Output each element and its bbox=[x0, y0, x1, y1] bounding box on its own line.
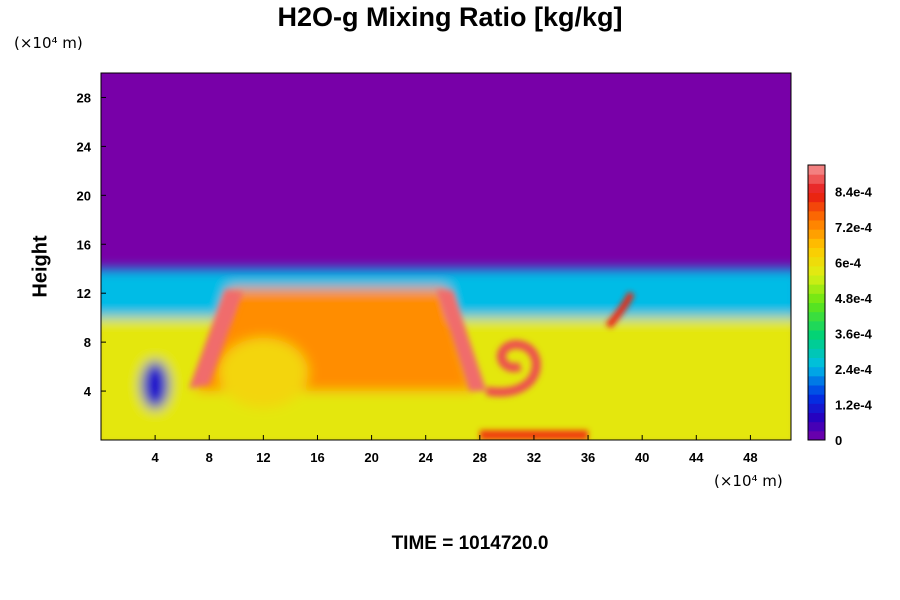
colorbar-band bbox=[808, 385, 825, 395]
colorbar-tick-label: 1.2e-4 bbox=[835, 398, 873, 413]
feature-curl-vortex bbox=[485, 340, 541, 397]
colorbar-band bbox=[808, 320, 825, 331]
feature-right-finger bbox=[605, 291, 635, 329]
y-tick-label: 16 bbox=[77, 237, 91, 252]
colorbar-band bbox=[808, 339, 825, 349]
colorbar-band bbox=[808, 220, 825, 230]
feature-dry-pocket bbox=[141, 360, 170, 409]
x-tick-label: 44 bbox=[689, 450, 704, 465]
y-tick-label: 24 bbox=[77, 139, 92, 154]
colorbar: 0 1.2e-4 2.4e-4 3.6e-4 4.8e-4 6e-4 7.2e-4 8.4e-… bbox=[807, 164, 873, 448]
x-tick-label: 4 bbox=[152, 450, 160, 465]
chart-title: H2O-g Mixing Ratio [kg/kg] bbox=[277, 2, 623, 32]
colorbar-tick-label: 8.4e-4 bbox=[835, 185, 873, 200]
plot-frame bbox=[100, 72, 792, 441]
x-tick-label: 48 bbox=[743, 450, 757, 465]
colorbar-band bbox=[808, 403, 825, 413]
colorbar-band bbox=[808, 430, 825, 441]
colorbar-band bbox=[808, 201, 825, 212]
colorbar-frame bbox=[807, 164, 826, 441]
colorbar-band bbox=[808, 412, 825, 423]
colorbar-band bbox=[808, 357, 825, 368]
colorbar-band bbox=[808, 275, 825, 285]
colorbar-band bbox=[808, 174, 825, 184]
colorbar-band bbox=[808, 330, 825, 340]
colorbar-band bbox=[808, 293, 825, 303]
colorbar-band bbox=[808, 192, 825, 203]
x-tick-label: 36 bbox=[581, 450, 595, 465]
colorbar-band bbox=[808, 183, 825, 193]
colorbar-band bbox=[808, 256, 825, 267]
time-annotation: TIME = 1014720.0 bbox=[391, 533, 549, 554]
y-tick-label: 4 bbox=[84, 384, 92, 399]
y-tick-label: 20 bbox=[77, 188, 91, 203]
feature-swirl bbox=[218, 337, 309, 408]
colorbar-band bbox=[808, 165, 825, 175]
colorbar-band bbox=[808, 366, 825, 377]
colorbar-band bbox=[808, 238, 825, 248]
x-tick-label: 28 bbox=[473, 450, 487, 465]
plot-area bbox=[101, 73, 791, 440]
colorbar-band bbox=[808, 247, 825, 258]
colorbar-band bbox=[808, 348, 825, 358]
colorbar-band bbox=[808, 284, 825, 294]
colorbar-band bbox=[808, 210, 825, 221]
colorbar-band bbox=[808, 375, 825, 386]
x-axis-unit: (×10⁴ m) bbox=[714, 472, 783, 490]
x-tick-label: 40 bbox=[635, 450, 649, 465]
colorbar-tick-label: 6e-4 bbox=[835, 256, 862, 271]
y-axis-unit: (×10⁴ m) bbox=[14, 34, 83, 52]
colorbar-band bbox=[808, 265, 825, 276]
colorbar-tick-label: 7.2e-4 bbox=[835, 220, 873, 235]
colorbar-tick-label: 0 bbox=[835, 433, 842, 448]
colorbar-band bbox=[808, 421, 825, 432]
colorbar-band bbox=[808, 302, 825, 313]
colorbar-tick-label: 3.6e-4 bbox=[835, 327, 873, 342]
colorbar-band bbox=[808, 229, 825, 239]
colorbar-band bbox=[808, 394, 825, 404]
y-tick-label: 12 bbox=[77, 286, 91, 301]
x-tick-label: 16 bbox=[310, 450, 324, 465]
colorbar-tick-label: 2.4e-4 bbox=[835, 362, 873, 377]
y-tick-label: 28 bbox=[77, 90, 91, 105]
y-tick-label: 8 bbox=[84, 335, 91, 350]
x-tick-label: 20 bbox=[364, 450, 378, 465]
x-tick-label: 8 bbox=[206, 450, 213, 465]
feature-left-plume-edge bbox=[188, 289, 244, 389]
y-axis: 4 8 12 16 20 24 28 bbox=[77, 90, 106, 399]
colorbar-tick-label: 4.8e-4 bbox=[835, 291, 873, 306]
x-tick-label: 32 bbox=[527, 450, 541, 465]
x-tick-label: 12 bbox=[256, 450, 270, 465]
feature-right-plume-edge bbox=[436, 289, 487, 392]
x-axis: 4 8 12 16 20 24 28 32 36 40 44 48 bbox=[152, 435, 758, 465]
x-tick-label: 24 bbox=[418, 450, 433, 465]
colorbar-band bbox=[808, 311, 825, 322]
